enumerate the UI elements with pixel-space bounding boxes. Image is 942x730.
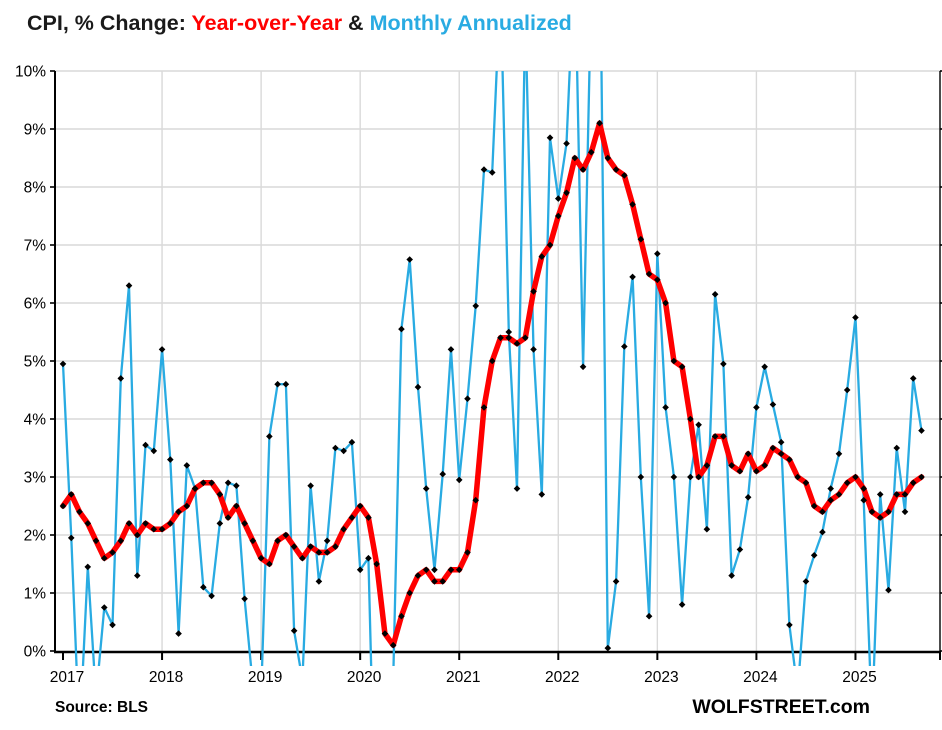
- x-tick-label: 2022: [545, 669, 579, 686]
- chart-title-monthly-legend: Monthly Annualized: [369, 11, 572, 35]
- source-note: Source: BLS: [55, 699, 148, 716]
- data-series: [59, 71, 925, 666]
- x-tick-label: 2023: [644, 669, 678, 686]
- x-tick-label: 2021: [446, 669, 480, 686]
- y-tick-label: 10%: [15, 64, 46, 81]
- x-tick-label: 2019: [248, 669, 282, 686]
- y-tick-label: 1%: [24, 586, 47, 603]
- y-tick-label: 4%: [24, 412, 47, 429]
- x-tick-label: 2017: [50, 669, 84, 686]
- x-tick-label: 2025: [842, 669, 876, 686]
- y-tick-label: 2%: [24, 528, 47, 545]
- chart-title-yoy-legend: Year-over-Year: [191, 11, 343, 35]
- chart-title-ampersand: &: [342, 11, 370, 35]
- wolfstreet-watermark: WOLFSTREET.com: [692, 696, 870, 718]
- y-tick-label: 9%: [24, 122, 47, 139]
- y-tick-label: 3%: [24, 470, 47, 487]
- chart-title-main: CPI, % Change:: [27, 11, 192, 35]
- x-tick-label: 2020: [347, 669, 382, 686]
- y-tick-label: 0%: [24, 644, 47, 661]
- y-tick-label: 5%: [24, 354, 47, 371]
- y-tick-label: 8%: [24, 180, 47, 197]
- y-tick-label: 6%: [24, 296, 47, 313]
- y-tick-label: 7%: [24, 238, 47, 255]
- x-tick-label: 2018: [149, 669, 183, 686]
- x-tick-label: 2024: [743, 669, 778, 686]
- grid-lines: [55, 70, 940, 651]
- axis-tick-labels: 0% 1% 2% 3% 4% 5% 6% 7% 8% 9% 10% 2017 2018 2019 2020 2…: [15, 64, 877, 687]
- chart-title: CPI, % Change: Year-over-Year & Monthly …: [27, 11, 572, 36]
